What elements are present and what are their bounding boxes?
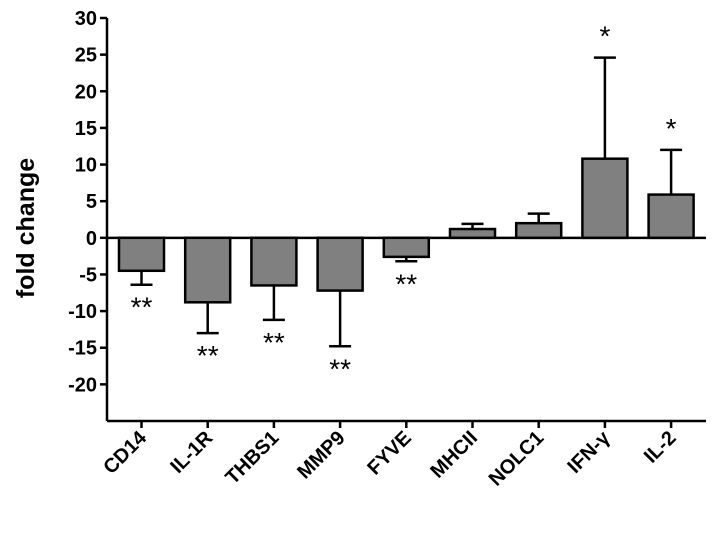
bar: [382, 236, 431, 259]
bar: [117, 236, 166, 273]
x-axis: CD14 IL-1R THBS1 MMP9 FYVE MHCII NOLC1 IFN-γ IL-…: [99, 419, 706, 490]
y-tick-label: 15: [75, 118, 97, 140]
y-tick-label: 20: [75, 81, 97, 103]
x-tick-label: CD14: [99, 426, 151, 478]
bar: [581, 157, 629, 240]
y-axis: 30 25 20 15 10 5 0 -5 -10 -15 -20: [68, 8, 109, 421]
significance-marker: *: [599, 21, 610, 52]
bar: [183, 236, 232, 304]
x-tick-label: THBS1: [222, 427, 284, 489]
bar: [647, 193, 695, 240]
significance-marker: **: [197, 340, 219, 371]
y-tick-label: -5: [79, 264, 97, 286]
y-axis-title: fold change: [12, 158, 40, 298]
x-tick-label: MHCII: [426, 427, 482, 483]
bar: [316, 236, 364, 292]
bar: [448, 227, 497, 240]
significance-marker: **: [263, 327, 285, 358]
x-tick-label: FYVE: [363, 427, 416, 480]
bars: **** ********: [107, 21, 706, 384]
significance-marker: **: [131, 292, 153, 323]
significance-marker: *: [666, 113, 677, 144]
y-tick-label: 30: [75, 8, 97, 30]
y-tick-label: 5: [86, 191, 97, 213]
y-tick-label: 25: [75, 45, 97, 67]
bar: [250, 236, 298, 287]
y-tick-label: 0: [86, 228, 97, 250]
y-tick-label: 10: [75, 155, 97, 177]
x-tick-label: IFN-γ: [564, 426, 616, 478]
y-tick-label: -15: [68, 338, 97, 360]
x-tick-label: IL-2: [640, 427, 681, 468]
bar: [514, 221, 563, 240]
y-tick-label: -10: [68, 301, 97, 323]
significance-marker: **: [329, 353, 351, 384]
x-tick-label: NOLC1: [485, 427, 548, 490]
significance-marker: **: [395, 268, 417, 299]
x-tick-label: IL-1R: [166, 427, 217, 478]
x-tick-label: MMP9: [293, 427, 349, 483]
y-tick-label: -20: [68, 374, 97, 396]
